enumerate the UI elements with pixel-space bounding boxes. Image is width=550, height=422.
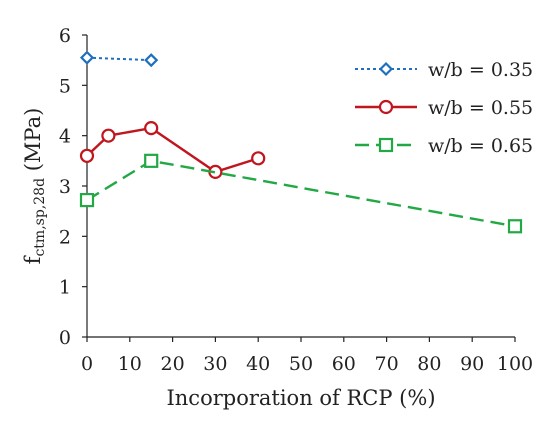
data-point — [79, 192, 95, 208]
legend-marker — [378, 137, 394, 153]
data-point — [507, 219, 523, 234]
series-2 — [79, 121, 266, 180]
x-tick-label: 70 — [375, 353, 399, 375]
x-tick-label: 30 — [203, 353, 227, 375]
y-axis-label-unit: (MPa) — [21, 108, 45, 178]
y-axis-label: fctm,sp,28d (MPa) — [21, 108, 48, 265]
legend: w/b = 0.35 w/b = 0.55 w/b = 0.65 — [355, 59, 533, 157]
legend-item-2: w/b = 0.55 — [355, 97, 533, 119]
y-tick-label: 1 — [59, 277, 71, 299]
legend-item-1: w/b = 0.35 — [355, 59, 533, 81]
x-tick-label: 20 — [161, 353, 185, 375]
series-line — [86, 159, 516, 228]
series-3 — [79, 153, 523, 234]
data-point — [79, 50, 95, 65]
y-tick-label: 6 — [59, 25, 71, 47]
legend-marker — [378, 61, 394, 77]
x-tick-label: 90 — [460, 353, 484, 375]
legend-marker — [378, 99, 394, 115]
x-tick-label: 50 — [289, 353, 313, 375]
data-point — [101, 128, 116, 143]
x-tick-label: 40 — [246, 353, 270, 375]
series-1 — [79, 50, 159, 68]
x-tick-label: 0 — [81, 353, 93, 375]
data-point — [251, 151, 266, 166]
x-tick-label: 80 — [417, 353, 441, 375]
legend-label: w/b = 0.55 — [428, 97, 533, 119]
data-point — [144, 121, 159, 136]
data-point — [144, 53, 159, 68]
y-tick-label: 5 — [59, 75, 71, 97]
series-line — [86, 56, 152, 62]
y-axis-label-base: f — [21, 254, 45, 264]
x-tick-label: 100 — [497, 353, 533, 375]
legend-item-3: w/b = 0.65 — [355, 135, 533, 157]
x-tick-label: 60 — [332, 353, 356, 375]
data-point — [79, 148, 95, 163]
legend-label: w/b = 0.35 — [428, 59, 533, 81]
y-tick-label: 2 — [59, 226, 71, 248]
x-tick-label: 10 — [118, 353, 142, 375]
y-tick-label: 0 — [59, 327, 71, 349]
x-axis-label: Incorporation of RCP (%) — [166, 386, 435, 410]
y-tick-label: 3 — [59, 176, 71, 198]
y-axis-label-subscript: ctm,sp,28d — [32, 178, 48, 257]
data-point — [144, 153, 159, 168]
legend-label: w/b = 0.65 — [428, 135, 533, 157]
series-layer — [79, 50, 523, 234]
y-tick-label: 4 — [59, 126, 71, 148]
